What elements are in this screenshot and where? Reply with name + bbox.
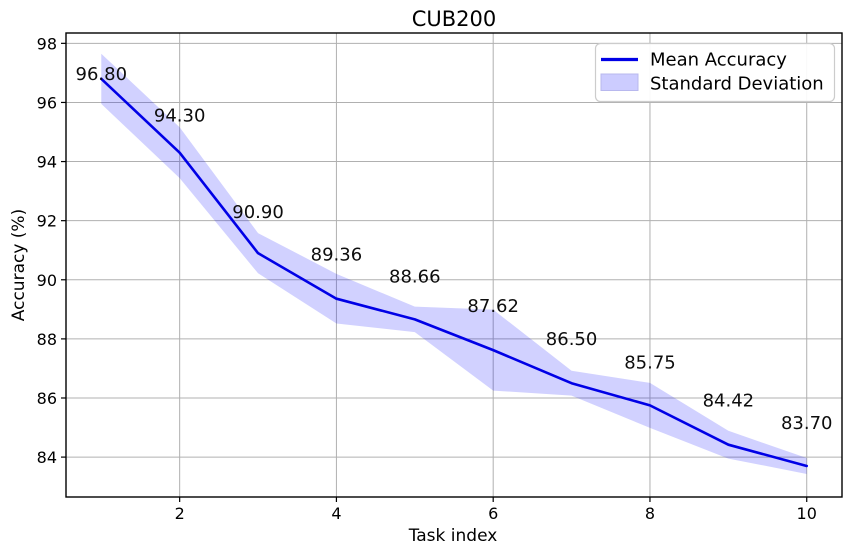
mean-accuracy-line bbox=[99, 77, 809, 468]
x-tick-label: 8 bbox=[645, 504, 655, 523]
y-tick-label: 96 bbox=[37, 93, 57, 112]
y-tick-label: 84 bbox=[37, 448, 57, 467]
point-label: 85.75 bbox=[624, 352, 676, 373]
x-tick-label: 2 bbox=[175, 504, 185, 523]
y-tick-label: 88 bbox=[37, 330, 57, 349]
legend-box bbox=[594, 42, 836, 103]
x-axis-label: Task index bbox=[408, 526, 498, 546]
y-tick-label: 86 bbox=[37, 389, 57, 408]
point-label: 87.62 bbox=[467, 296, 519, 317]
x-tick-label: 6 bbox=[488, 504, 498, 523]
legend-label-mean-accuracy: Mean Accuracy bbox=[650, 50, 787, 71]
x-tick-label: 4 bbox=[331, 504, 341, 523]
plot-border bbox=[65, 32, 843, 498]
chart-title: CUB200 bbox=[412, 7, 497, 31]
point-label: 96.80 bbox=[76, 64, 128, 85]
x-tick-label: 10 bbox=[797, 504, 817, 523]
grid-layer bbox=[66, 33, 842, 497]
tick-label-layer: 2 4 6 8 10 84 86 88 90 92 94 96 98 bbox=[37, 34, 817, 523]
point-label: 88.66 bbox=[389, 266, 441, 287]
mean-line-layer bbox=[99, 77, 809, 468]
legend: Mean Accuracy Standard Deviation bbox=[594, 42, 836, 103]
point-label: 94.30 bbox=[154, 106, 206, 127]
plot-area bbox=[66, 33, 842, 497]
point-label-layer: 96.80 94.30 90.90 89.36 88.66 87.62 86.50 85.75… bbox=[76, 64, 833, 434]
point-label: 83.70 bbox=[781, 413, 833, 434]
point-label: 90.90 bbox=[232, 202, 284, 223]
y-axis-label: Accuracy (%) bbox=[9, 209, 29, 321]
point-label: 84.42 bbox=[703, 391, 755, 412]
y-tick-label: 92 bbox=[37, 212, 57, 231]
legend-label-standard-deviation: Standard Deviation bbox=[650, 74, 824, 95]
tick-layer bbox=[61, 42, 808, 502]
y-tick-label: 94 bbox=[37, 153, 57, 172]
y-tick-label: 98 bbox=[37, 34, 57, 53]
legend-band-sample bbox=[600, 73, 639, 91]
point-label: 89.36 bbox=[311, 245, 363, 266]
point-label: 86.50 bbox=[546, 329, 598, 350]
y-tick-label: 90 bbox=[37, 271, 57, 290]
